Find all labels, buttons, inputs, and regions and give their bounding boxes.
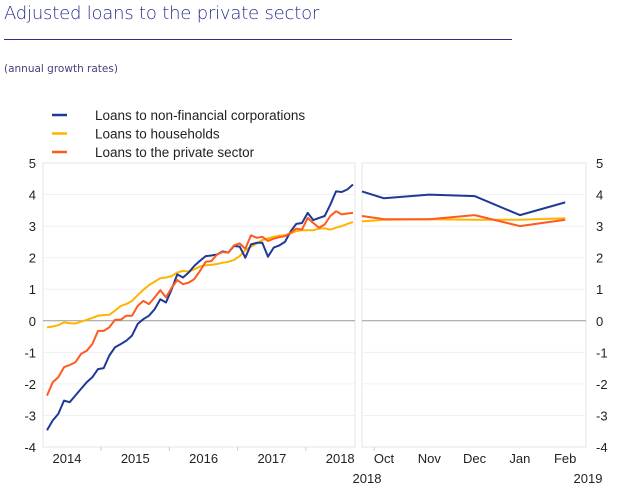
- x-tick-left: 2018: [326, 451, 355, 466]
- y-tick-left: 5: [29, 156, 36, 171]
- legend-label: Loans to non-financial corporations: [95, 108, 305, 123]
- y-tick-left: 3: [29, 219, 36, 234]
- y-tick-left: 0: [29, 314, 36, 329]
- x-year-label: 2019: [574, 471, 603, 486]
- y-tick-left: -3: [24, 408, 36, 423]
- right-series-line: [361, 217, 566, 223]
- legend-label: Loans to households: [95, 127, 220, 142]
- x-tick-right: Jan: [509, 451, 530, 466]
- y-tick-right: -2: [596, 377, 608, 392]
- x-tick-left: 2014: [53, 451, 82, 466]
- x-tick-left: 2015: [121, 451, 150, 466]
- y-tick-left: 2: [29, 251, 36, 266]
- left-panel-frame: [42, 162, 356, 448]
- chart-subtitle: (annual growth rates): [4, 63, 118, 75]
- y-tick-right: 5: [596, 156, 603, 171]
- y-tick-right: -1: [596, 345, 608, 360]
- chart-title: Adjusted loans to the private sector: [4, 3, 320, 24]
- y-tick-right: -4: [596, 440, 608, 455]
- left-series-line: [46, 221, 354, 329]
- left-series-line: [46, 210, 354, 396]
- y-tick-right: 0: [596, 314, 603, 329]
- x-tick-right: Oct: [374, 451, 395, 466]
- y-tick-left: -4: [24, 440, 36, 455]
- left-series-line: [46, 183, 354, 431]
- x-tick-right: Dec: [463, 451, 487, 466]
- x-year-label: 2018: [353, 471, 382, 486]
- right-panel-frame: [361, 162, 587, 448]
- right-series-line: [361, 190, 566, 217]
- x-tick-right: Nov: [418, 451, 442, 466]
- y-tick-left: 1: [29, 282, 36, 297]
- y-tick-right: 3: [596, 219, 603, 234]
- legend-label: Loans to the private sector: [95, 145, 255, 160]
- y-tick-right: 1: [596, 282, 603, 297]
- y-tick-right: 2: [596, 251, 603, 266]
- x-tick-left: 2016: [189, 451, 218, 466]
- x-tick-right: Feb: [554, 451, 576, 466]
- y-tick-left: -1: [24, 345, 36, 360]
- y-tick-right: 4: [596, 188, 603, 203]
- y-tick-right: -3: [596, 408, 608, 423]
- y-tick-left: -2: [24, 377, 36, 392]
- x-tick-left: 2017: [257, 451, 286, 466]
- title-divider: [4, 39, 512, 40]
- y-tick-left: 4: [29, 188, 36, 203]
- right-series-line: [361, 214, 566, 228]
